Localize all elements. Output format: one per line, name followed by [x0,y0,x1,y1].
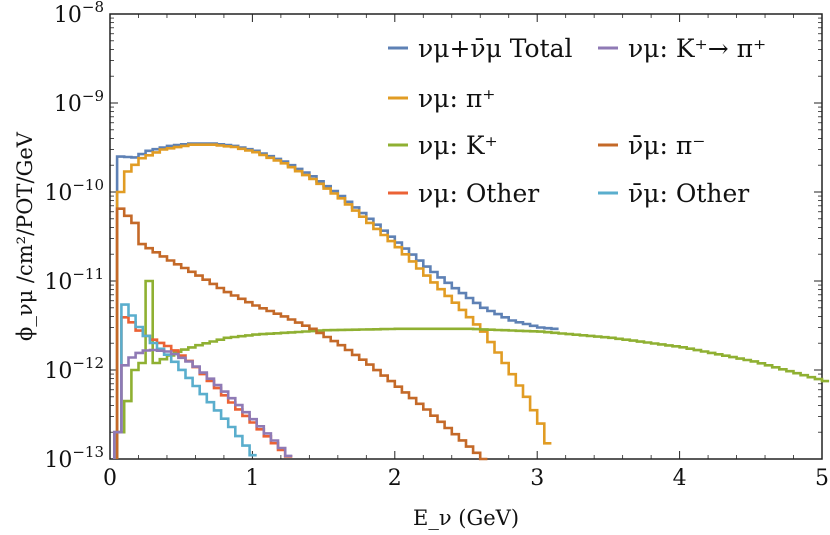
series-line-3 [115,207,488,461]
y-tick-label: 10−9 [54,87,104,117]
legend: νμ+ν̄μ Total νμ: K⁺→ π⁺ νμ: π⁺ νμ: K⁺ ν̄μ: π… [388,34,766,208]
x-tick-label: 2 [388,466,402,491]
legend-label: ν̄μ: Other [628,179,749,208]
legend-label: νμ+ν̄μ Total [418,34,573,63]
y-axis-title: ϕ_νμ /cm²/POT/GeV [13,131,37,341]
x-tick-label: 0 [103,466,117,491]
series-line-2 [115,279,830,459]
series-line-4 [113,316,293,459]
x-tick-label: 4 [673,466,687,491]
x-tick-label: 3 [530,466,544,491]
legend-label: νμ: π⁺ [418,84,495,113]
y-tick-label: 10−10 [44,176,104,206]
y-tick-label: 10−8 [54,0,104,28]
legend-label: νμ: Other [418,179,539,208]
series-line-6 [113,348,293,459]
y-tick-label: 10−13 [44,443,104,473]
x-axis-title: E_ν (GeV) [413,506,519,530]
y-tick-label: 10−11 [44,265,104,295]
axis-ticks [109,13,823,460]
y-tick-label: 10−12 [44,354,104,384]
legend-label: νμ: K⁺ [418,131,498,160]
plot-frame [109,13,823,460]
legend-label: νμ: K⁺→ π⁺ [628,34,766,63]
series-line-5 [113,303,257,459]
legend-label: ν̄μ: π⁻ [628,131,705,160]
tick-labels: 0 1 2 3 4 5 10−13 10−12 10−11 10−10 10−9 10−8 [44,0,829,491]
series-line-1 [115,143,552,459]
x-tick-label: 1 [245,466,259,491]
series-layer [113,142,830,461]
x-tick-label: 5 [815,466,829,491]
